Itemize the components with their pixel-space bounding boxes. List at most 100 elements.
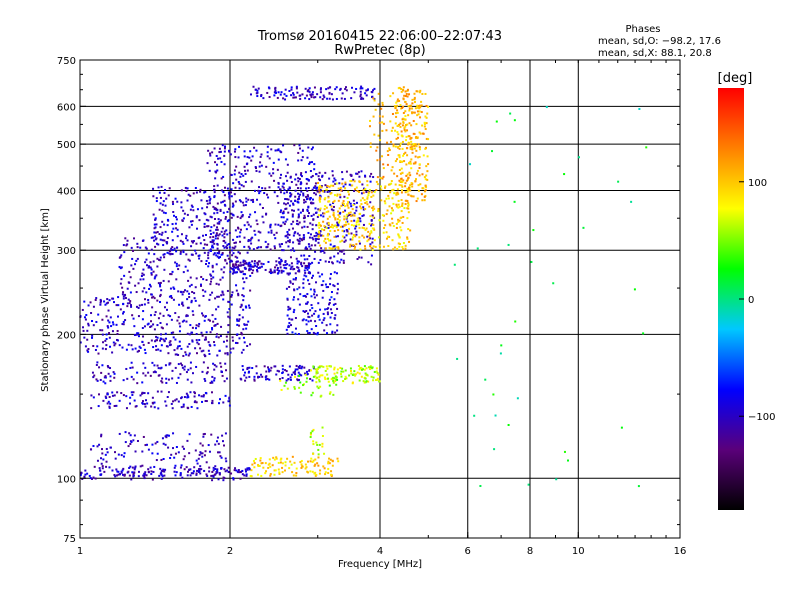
data-point	[310, 304, 313, 307]
data-point	[208, 470, 211, 473]
data-point	[257, 239, 260, 242]
data-point	[82, 329, 85, 332]
data-point	[414, 180, 417, 183]
data-point	[282, 264, 285, 267]
data-point	[291, 331, 294, 334]
data-point	[120, 470, 123, 473]
data-point	[390, 212, 393, 215]
data-point	[150, 248, 153, 251]
data-point	[397, 203, 400, 206]
data-point	[354, 373, 357, 376]
data-point	[341, 235, 344, 238]
data-point	[184, 186, 187, 189]
data-point	[266, 145, 269, 148]
data-point	[416, 110, 419, 113]
data-point	[371, 214, 374, 217]
data-point	[369, 119, 372, 122]
data-point	[227, 324, 230, 327]
data-point	[319, 207, 322, 210]
data-point	[283, 192, 286, 195]
data-point	[244, 273, 247, 276]
data-point	[203, 353, 206, 356]
data-point	[97, 405, 100, 408]
data-point	[281, 471, 284, 474]
data-point	[238, 314, 241, 317]
data-point	[180, 206, 183, 209]
data-point	[410, 167, 413, 170]
data-point	[223, 186, 226, 189]
data-point	[198, 339, 201, 342]
data-point	[307, 312, 310, 315]
data-point	[291, 471, 294, 474]
data-point	[185, 392, 188, 395]
data-point	[426, 178, 429, 181]
data-point	[248, 375, 251, 378]
data-point	[409, 189, 412, 192]
data-point	[312, 366, 315, 369]
data-point	[137, 332, 140, 335]
data-point	[567, 459, 570, 462]
data-point	[365, 227, 368, 230]
colorbar-tick-label: −100	[748, 412, 775, 423]
data-point	[368, 366, 371, 369]
data-point	[319, 197, 322, 200]
data-point	[232, 238, 235, 241]
data-point	[101, 448, 104, 451]
data-point	[337, 187, 340, 190]
data-point	[163, 268, 166, 271]
data-point	[423, 121, 426, 124]
data-point	[313, 296, 316, 299]
data-point	[333, 224, 336, 227]
data-point	[424, 184, 427, 187]
data-point	[255, 372, 258, 375]
data-point	[257, 263, 260, 266]
data-point	[312, 274, 315, 277]
data-point	[235, 165, 238, 168]
data-point	[212, 270, 215, 273]
data-point	[109, 402, 112, 405]
data-point	[356, 190, 359, 193]
colorbar-tick-label: 0	[748, 295, 754, 306]
data-point	[156, 452, 159, 455]
data-point	[416, 104, 419, 107]
data-point	[175, 265, 178, 268]
data-point	[411, 151, 414, 154]
data-point	[142, 239, 145, 242]
data-point	[162, 457, 165, 460]
data-point	[228, 396, 231, 399]
data-point	[359, 212, 362, 215]
data-point	[315, 173, 318, 176]
data-point	[319, 88, 322, 91]
data-point	[208, 249, 211, 252]
data-point	[411, 185, 414, 188]
data-point	[418, 163, 421, 166]
data-point	[225, 229, 228, 232]
data-point	[309, 94, 312, 97]
data-point	[237, 294, 240, 297]
data-point	[307, 205, 310, 208]
data-point	[406, 236, 409, 239]
data-point	[229, 347, 232, 350]
data-point	[288, 365, 291, 368]
data-point	[320, 185, 323, 188]
data-point	[107, 366, 110, 369]
data-point	[387, 244, 390, 247]
data-point	[275, 457, 278, 460]
data-point	[312, 375, 315, 378]
data-point	[413, 100, 416, 103]
data-point	[242, 273, 245, 276]
data-point	[245, 277, 248, 280]
data-point	[296, 200, 299, 203]
data-point	[418, 107, 421, 110]
data-point	[246, 156, 249, 159]
data-point	[92, 396, 95, 399]
data-point	[123, 473, 126, 476]
data-point	[202, 395, 205, 398]
data-point	[411, 145, 414, 148]
data-point	[151, 401, 154, 404]
data-point	[346, 220, 349, 223]
data-point	[350, 232, 353, 235]
y-tick-label: 300	[57, 246, 76, 257]
data-point	[419, 148, 422, 151]
data-point	[270, 229, 273, 232]
